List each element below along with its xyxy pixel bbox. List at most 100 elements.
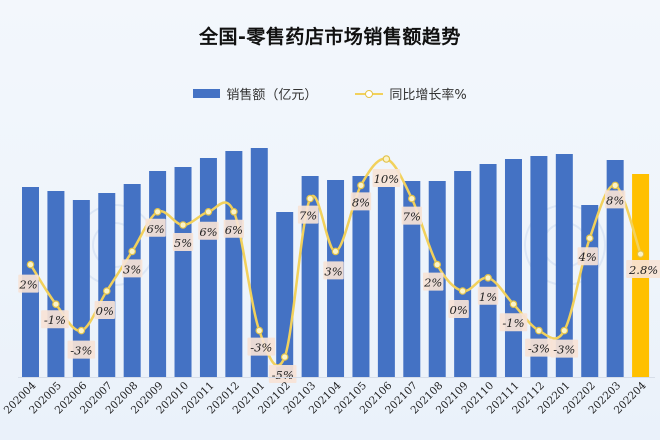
data-label-202006: -3% — [67, 340, 96, 359]
svg-text:2%: 2% — [423, 276, 442, 290]
data-label-202106: 10% — [372, 169, 401, 187]
svg-text:2%: 2% — [18, 278, 37, 292]
data-label-202011: 6% — [198, 221, 219, 240]
bar-202112[interactable] — [530, 156, 548, 377]
svg-text:-3%: -3% — [70, 344, 92, 358]
legend-item-growth[interactable]: 同比增长率% — [355, 84, 467, 103]
growth-point-202004[interactable] — [26, 260, 35, 269]
bar-202011[interactable] — [199, 158, 217, 377]
legend-item-sales[interactable]: 销售额（亿元） — [193, 84, 317, 103]
bar-202006[interactable] — [72, 200, 90, 377]
growth-point-202008[interactable] — [128, 247, 136, 256]
growth-point-202006[interactable] — [77, 326, 86, 335]
growth-point-202012[interactable] — [230, 208, 238, 216]
growth-point-202110[interactable] — [484, 273, 492, 282]
growth-point-202010[interactable] — [179, 221, 187, 229]
data-label-202010: 5% — [172, 233, 194, 251]
data-label-202108: 2% — [423, 272, 444, 291]
line-swatch-icon — [355, 89, 384, 99]
svg-text:8%: 8% — [606, 193, 624, 207]
data-label-202005: -1% — [41, 310, 69, 329]
svg-text:3%: 3% — [324, 264, 342, 278]
bar-202007[interactable] — [98, 193, 116, 377]
growth-point-202011[interactable] — [204, 208, 213, 216]
bar-202202[interactable] — [581, 205, 599, 377]
data-label-202107: 7% — [401, 206, 422, 225]
growth-point-202106[interactable] — [382, 155, 391, 163]
bar-202010[interactable] — [174, 167, 192, 377]
svg-text:7%: 7% — [299, 209, 317, 223]
growth-point-202104[interactable] — [331, 247, 340, 256]
growth-point-202105[interactable] — [357, 181, 365, 190]
bar-202109[interactable] — [454, 171, 472, 377]
data-label-202004: 2% — [18, 274, 39, 293]
legend: 销售额（亿元） 同比增长率% — [0, 84, 660, 103]
svg-text:5%: 5% — [174, 236, 192, 250]
growth-point-202005[interactable] — [52, 300, 60, 309]
growth-point-202007[interactable] — [102, 287, 111, 295]
x-axis: 2020042020052020062020072020082020092020… — [2, 377, 655, 416]
bar-202106[interactable] — [377, 187, 395, 377]
growth-point-202101[interactable] — [255, 326, 264, 335]
svg-text:0%: 0% — [96, 304, 114, 318]
data-label-202111: -1% — [499, 313, 528, 332]
svg-text:-3%: -3% — [528, 342, 550, 356]
data-label-202110: 1% — [477, 286, 499, 305]
svg-text:1%: 1% — [479, 290, 497, 304]
bar-202105[interactable] — [352, 176, 370, 377]
bar-202111[interactable] — [504, 159, 522, 377]
growth-point-202112[interactable] — [535, 326, 543, 335]
svg-text:8%: 8% — [352, 195, 370, 209]
svg-text:-3%: -3% — [553, 343, 575, 357]
chart-title: 全国-零售药店市场销售额趋势 — [199, 26, 461, 48]
bar-202110[interactable] — [479, 164, 497, 377]
svg-text:-3%: -3% — [250, 341, 272, 355]
bar-202009[interactable] — [149, 171, 167, 377]
svg-text:-5%: -5% — [272, 368, 294, 382]
bar-202103[interactable] — [301, 176, 319, 377]
growth-point-202202[interactable] — [585, 234, 594, 243]
growth-point-202109[interactable] — [458, 287, 467, 295]
data-label-202201: -3% — [550, 339, 579, 358]
growth-point-202009[interactable] — [153, 208, 162, 216]
svg-text:7%: 7% — [403, 210, 421, 224]
data-label-202009: 6% — [145, 218, 166, 237]
growth-point-202203[interactable] — [611, 181, 619, 190]
line-series — [26, 155, 645, 367]
svg-text:0%: 0% — [450, 303, 468, 317]
data-label-202109: 0% — [448, 300, 469, 318]
growth-point-202107[interactable] — [407, 194, 416, 203]
growth-point-202204[interactable] — [636, 250, 645, 258]
bar-swatch-icon — [193, 89, 221, 98]
svg-text:6%: 6% — [225, 223, 243, 237]
svg-text:3%: 3% — [123, 262, 141, 276]
growth-point-202201[interactable] — [560, 326, 569, 335]
data-label-202008: 3% — [121, 259, 143, 278]
svg-text:-1%: -1% — [502, 316, 524, 330]
data-label-202202: 4% — [577, 247, 598, 266]
growth-point-202102[interactable] — [280, 353, 289, 361]
growth-point-202111[interactable] — [509, 300, 518, 309]
growth-point-202108[interactable] — [433, 260, 442, 269]
data-label-202104: 3% — [323, 261, 344, 280]
bar-202102[interactable] — [276, 212, 294, 377]
data-labels: 2%-1%-3%0%3%6%5%6% 6%-3%-5%7%3%8%10%7%2%0… — [18, 169, 660, 383]
bar-202008[interactable] — [123, 184, 141, 377]
bar-202005[interactable] — [47, 191, 65, 377]
svg-text:6%: 6% — [146, 222, 164, 236]
growth-point-202103[interactable] — [306, 194, 314, 203]
bar-202203[interactable] — [606, 160, 624, 377]
legend-label-sales: 销售额（亿元） — [226, 88, 318, 103]
data-label-202102: -5% — [268, 365, 297, 383]
legend-label-growth: 同比增长率% — [389, 88, 467, 103]
data-label-202203: 8% — [604, 190, 626, 209]
data-label-202105: 8% — [350, 192, 372, 211]
data-label-202112: -3% — [525, 338, 553, 357]
bar-202107[interactable] — [403, 181, 421, 377]
data-label-202101: -3% — [247, 337, 276, 356]
data-label-202204: 2.8% — [626, 260, 660, 279]
svg-text:4%: 4% — [578, 250, 597, 264]
data-label-202103: 7% — [297, 205, 319, 224]
bar-202012[interactable] — [225, 151, 243, 377]
